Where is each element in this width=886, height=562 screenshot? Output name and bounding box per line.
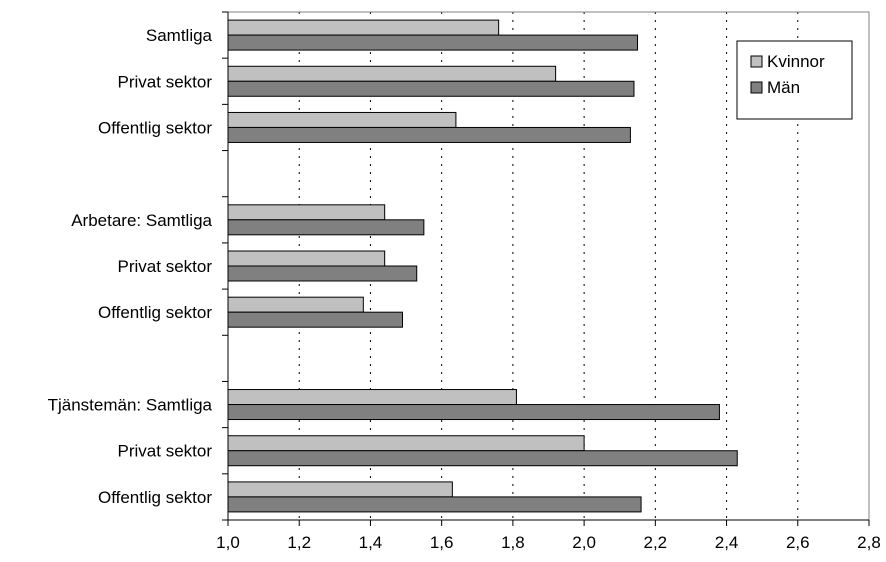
bar-man: [227, 450, 738, 467]
bar-kvinnor: [227, 204, 386, 221]
bar-man: [227, 311, 403, 328]
bar-man: [227, 34, 639, 51]
bar-man: [227, 80, 635, 97]
category-label: Offentlig sektor: [98, 303, 212, 322]
bars: [227, 19, 738, 513]
legend-swatch: [750, 81, 763, 94]
legend-swatch: [750, 55, 763, 68]
legend-box: [736, 40, 853, 120]
category-label: Tjänstemän: Samtliga: [48, 396, 213, 415]
category-label: Offentlig sektor: [98, 488, 212, 507]
category-label: Privat sektor: [118, 72, 213, 91]
x-tick-label: 2,2: [644, 533, 668, 552]
bar-kvinnor: [227, 19, 500, 36]
bar-kvinnor: [227, 389, 517, 406]
bar-kvinnor: [227, 296, 364, 313]
category-label: Offentlig sektor: [98, 118, 212, 137]
category-label: Samtliga: [146, 26, 213, 45]
axes: [222, 11, 870, 526]
bar-kvinnor: [227, 481, 453, 498]
category-label: Privat sektor: [118, 257, 213, 276]
x-tick-label: 1,2: [287, 533, 311, 552]
category-label: Arbetare: Samtliga: [71, 211, 212, 230]
legend-label: Kvinnor: [767, 52, 825, 71]
legend: Kvinnor Män: [736, 40, 853, 120]
x-tick-label: 2,6: [786, 533, 810, 552]
category-labels: Samtliga Privat sektor Offentlig sektor Arb…: [48, 26, 213, 507]
x-tick-label: 1,0: [216, 533, 240, 552]
x-tick-label: 2,0: [572, 533, 596, 552]
bar-man: [227, 219, 425, 236]
category-label: Privat sektor: [118, 442, 213, 461]
bar-kvinnor: [227, 435, 585, 452]
bar-man: [227, 126, 631, 143]
x-tick-labels: 1,0 1,2 1,4 1,6 1,8 2,0 2,2 2,4 2,6 2,8: [216, 533, 881, 552]
bar-man: [227, 496, 642, 513]
bar-kvinnor: [227, 111, 457, 128]
x-tick-label: 2,8: [857, 533, 881, 552]
bar-man: [227, 265, 418, 282]
x-tick-label: 1,4: [359, 533, 383, 552]
bar-man: [227, 404, 720, 421]
legend-label: Män: [767, 78, 800, 97]
bar-kvinnor: [227, 65, 557, 82]
x-tick-label: 1,8: [501, 533, 525, 552]
x-tick-label: 1,6: [430, 533, 454, 552]
x-tick-label: 2,4: [715, 533, 739, 552]
bar-kvinnor: [227, 250, 386, 267]
